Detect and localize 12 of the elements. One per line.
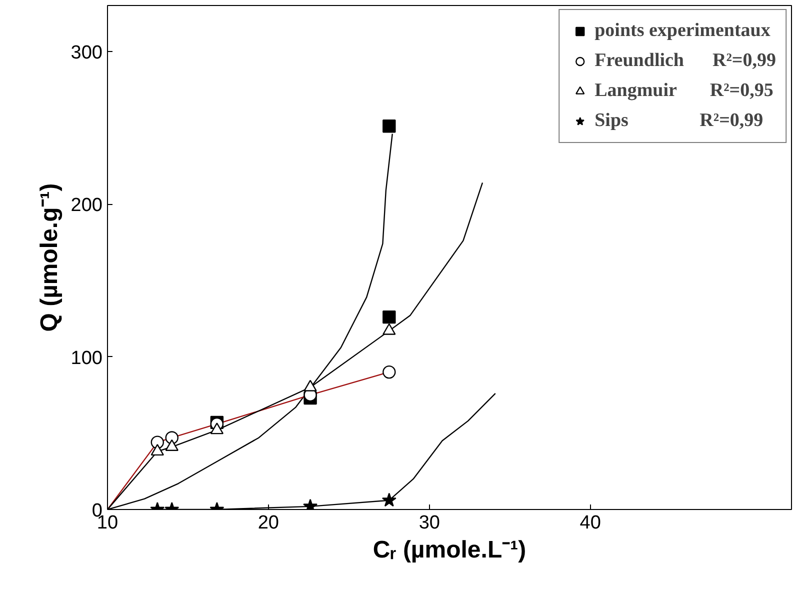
x-axis-title: Cᵣ (µmole.L⁻¹) (372, 536, 526, 564)
legend-label: Langmuir R²=0,95 (594, 80, 774, 102)
legend-label: points experimentaux (594, 20, 770, 42)
legend-label: Freundlich R²=0,99 (594, 50, 776, 72)
y-axis-title: Q (µmole.g⁻¹) (36, 183, 63, 332)
x-tick-label: 40 (580, 512, 601, 534)
y-tick-label: 300 (70, 42, 102, 64)
y-tick-label: 100 (70, 348, 102, 369)
legend-label: Sips R²=0,99 (594, 110, 764, 132)
x-tick-label: 30 (418, 512, 440, 534)
y-tick-label: 200 (70, 195, 102, 216)
x-tick-label: 20 (258, 512, 280, 534)
